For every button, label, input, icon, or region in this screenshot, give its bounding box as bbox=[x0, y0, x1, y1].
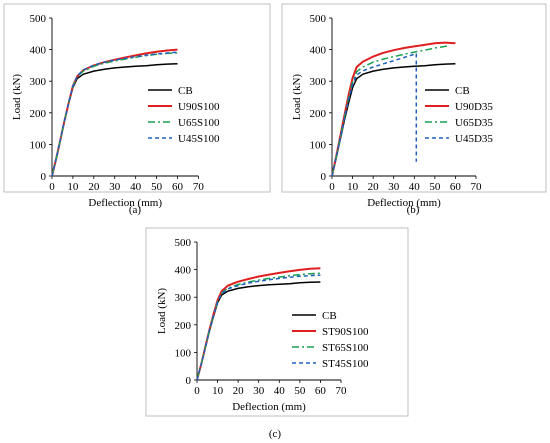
chart-frame bbox=[281, 3, 547, 193]
chart-panel-3: 0 100 200 300 400 500 0 10 20 30 40 50 60 70 Deflectio… bbox=[145, 227, 409, 417]
x-tick-label: 10 bbox=[212, 385, 224, 397]
y-tick-label: 400 bbox=[30, 45, 47, 57]
x-tick-label: 70 bbox=[471, 181, 483, 193]
x-tick-label: 0 bbox=[194, 385, 200, 397]
series-line-u90d35 bbox=[331, 41, 456, 177]
legend-label: CB bbox=[322, 310, 337, 322]
x-tick-label: 20 bbox=[233, 385, 245, 397]
y-axis-label: Load (kN) bbox=[11, 74, 23, 120]
series-line-u65d35 bbox=[331, 45, 450, 177]
y-tick-label: 200 bbox=[310, 108, 327, 120]
x-axis-label: Deflection (mm) bbox=[232, 401, 306, 413]
x-tick-label: 40 bbox=[130, 181, 142, 193]
y-tick-label: 500 bbox=[175, 237, 192, 249]
x-tick-label: 10 bbox=[347, 181, 359, 193]
legend-label: U65S100 bbox=[178, 117, 220, 129]
y-tick-label: 100 bbox=[310, 139, 327, 151]
x-tick-label: 70 bbox=[193, 181, 205, 193]
x-tick-label: 30 bbox=[253, 385, 265, 397]
series-line-u45s100 bbox=[51, 51, 178, 177]
x-tick-label: 40 bbox=[274, 385, 286, 397]
x-tick-label: 30 bbox=[388, 181, 400, 193]
x-tick-label: 0 bbox=[49, 181, 55, 193]
x-tick-label: 40 bbox=[409, 181, 421, 193]
y-tick-label: 0 bbox=[186, 375, 192, 387]
legend-label: U65D35 bbox=[455, 117, 493, 129]
x-tick-label: 30 bbox=[109, 181, 121, 193]
chart-panel-2: 0 100 200 300 400 500 0 10 20 30 40 50 60 70 Deflectio… bbox=[281, 3, 547, 209]
y-tick-label: 500 bbox=[310, 13, 327, 25]
chart-frame bbox=[3, 3, 271, 193]
legend-label: U90D35 bbox=[455, 101, 493, 113]
y-tick-label: 300 bbox=[30, 76, 47, 88]
y-tick-label: 300 bbox=[175, 292, 192, 304]
x-tick-label: 20 bbox=[368, 181, 380, 193]
y-tick-label: 0 bbox=[321, 171, 327, 183]
x-axis-label: Deflection (mm) bbox=[367, 197, 441, 209]
x-tick-label: 60 bbox=[450, 181, 462, 193]
legend-label: CB bbox=[178, 85, 193, 97]
panel-caption: (b) bbox=[407, 204, 420, 216]
y-tick-label: 200 bbox=[30, 108, 47, 120]
x-tick-label: 0 bbox=[329, 181, 335, 193]
x-tick-label: 60 bbox=[172, 181, 184, 193]
x-tick-label: 70 bbox=[336, 385, 348, 397]
series-line-u45d35 bbox=[331, 52, 418, 177]
y-tick-label: 300 bbox=[310, 76, 327, 88]
y-tick-label: 100 bbox=[30, 139, 47, 151]
y-axis-label: Load (kN) bbox=[156, 288, 168, 334]
x-tick-label: 60 bbox=[315, 385, 327, 397]
legend-label: ST65S100 bbox=[322, 342, 369, 354]
legend-label: U90S100 bbox=[178, 101, 220, 113]
x-axis-label: Deflection (mm) bbox=[88, 197, 162, 209]
y-tick-label: 200 bbox=[175, 320, 192, 332]
x-tick-label: 10 bbox=[67, 181, 79, 193]
legend-label: CB bbox=[455, 85, 470, 97]
y-tick-label: 400 bbox=[310, 45, 327, 57]
x-tick-label: 50 bbox=[294, 385, 306, 397]
chart-panel-1: 0 100 200 300 400 500 0 10 20 30 40 50 60 70 Deflectio… bbox=[3, 3, 271, 209]
y-tick-label: 500 bbox=[30, 13, 47, 25]
series-line-st45s100 bbox=[196, 274, 321, 381]
chart-frame bbox=[145, 227, 409, 417]
y-axis-label: Load (kN) bbox=[291, 74, 303, 120]
legend-label: ST45S100 bbox=[322, 358, 369, 370]
y-tick-label: 0 bbox=[41, 171, 47, 183]
panel-caption: (c) bbox=[269, 428, 282, 440]
x-tick-label: 50 bbox=[429, 181, 441, 193]
y-tick-label: 400 bbox=[175, 265, 192, 277]
x-tick-label: 50 bbox=[151, 181, 163, 193]
x-tick-label: 20 bbox=[88, 181, 100, 193]
legend-label: U45D35 bbox=[455, 133, 493, 145]
legend-label: ST90S100 bbox=[322, 326, 369, 338]
y-tick-label: 100 bbox=[175, 347, 192, 359]
panel-caption: (a) bbox=[129, 204, 142, 216]
series-line-st65s100 bbox=[196, 272, 321, 381]
legend-label: U45S100 bbox=[178, 133, 220, 145]
